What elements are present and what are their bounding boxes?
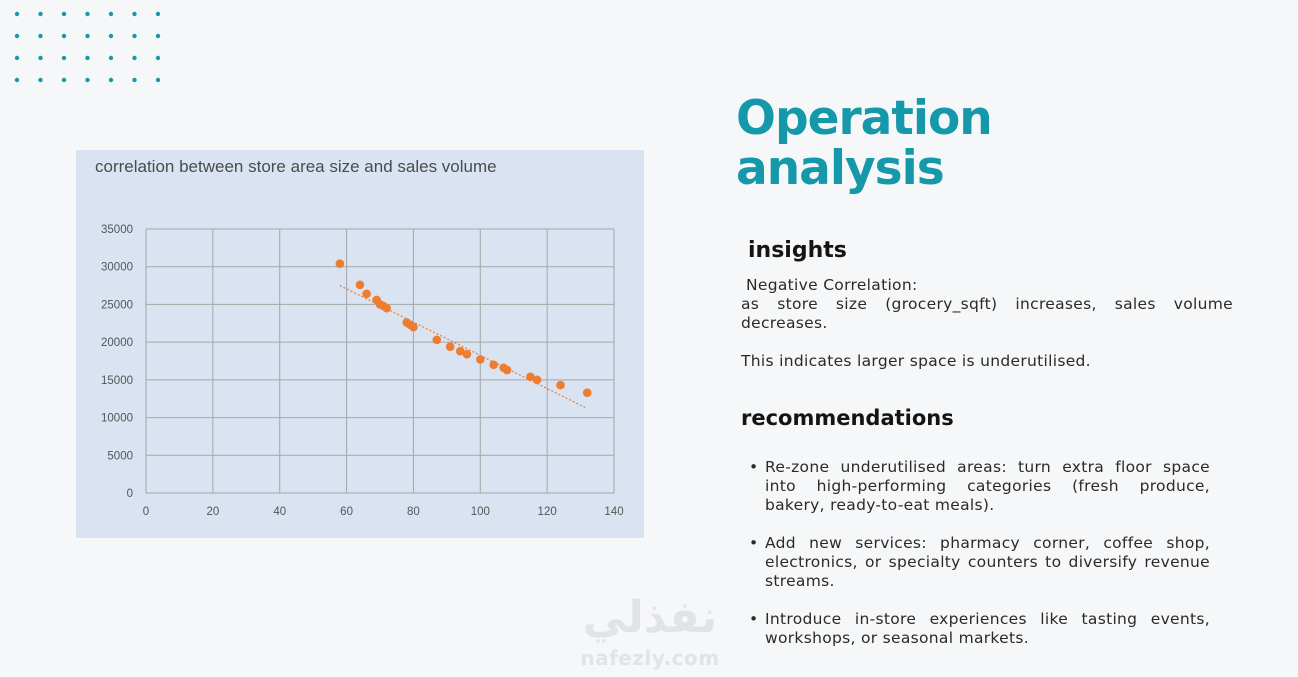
- chart-title: correlation between store area size and …: [95, 157, 497, 176]
- data-point: [502, 365, 512, 375]
- page-title: Operation analysis: [736, 91, 993, 196]
- decorative-dot: [61, 55, 67, 61]
- page-title-line-2: analysis: [736, 141, 945, 196]
- decorative-dot: [155, 33, 161, 39]
- data-point: [432, 335, 442, 345]
- data-point: [382, 303, 391, 313]
- y-tick-label: 15000: [101, 375, 133, 387]
- recommendation-item: • Add new services: pharmacy corner, coff…: [748, 534, 1210, 591]
- y-tick-label: 35000: [101, 224, 133, 236]
- data-point: [582, 388, 592, 397]
- decorative-dot: [85, 11, 90, 17]
- decorative-dot: [132, 33, 137, 39]
- decorative-dot: [85, 55, 90, 61]
- x-tick-label: 100: [471, 506, 490, 518]
- x-tick-label: 140: [604, 506, 623, 518]
- bullet-icon: •: [749, 610, 759, 628]
- watermark-arabic: نفذلي: [582, 592, 718, 643]
- y-tick-label: 25000: [101, 299, 133, 311]
- decorative-dot: [108, 33, 114, 39]
- data-point: [526, 372, 535, 382]
- insight-heading: Negative Correlation:: [746, 276, 918, 294]
- x-tick-label: 120: [538, 506, 557, 518]
- watermark-latin: nafezly.com: [580, 646, 720, 670]
- decorative-dot: [85, 77, 90, 83]
- decorative-dot: [38, 33, 43, 39]
- data-point: [362, 289, 371, 299]
- decorative-dot: [155, 77, 161, 83]
- recommendation-text: Add new services: pharmacy corner, coffe…: [765, 534, 1210, 590]
- data-point: [355, 280, 365, 290]
- decorative-dot: [61, 33, 67, 39]
- decorative-dot: [38, 77, 43, 83]
- data-point: [335, 259, 345, 268]
- decorative-dot: [155, 11, 161, 17]
- recommendations-title: recommendations: [741, 406, 954, 430]
- y-tick-label: 30000: [101, 262, 133, 274]
- decorative-dot: [108, 77, 114, 83]
- recommendation-text: Introduce in-store experiences like tast…: [765, 610, 1210, 647]
- y-tick-label: 20000: [101, 337, 133, 349]
- x-tick-label: 40: [273, 506, 286, 518]
- data-point: [445, 342, 455, 351]
- decorative-dot: [14, 11, 20, 17]
- recommendation-text: Re-zone underutilised areas: turn extra …: [765, 458, 1210, 514]
- bullet-icon: •: [749, 534, 759, 552]
- decorative-dot: [61, 11, 67, 17]
- decorative-dot: [61, 77, 67, 83]
- decorative-dot: [38, 55, 43, 61]
- x-tick-label: 0: [143, 506, 149, 518]
- y-tick-label: 0: [127, 488, 133, 500]
- decorative-dot: [14, 33, 20, 39]
- data-point: [409, 322, 418, 332]
- data-point: [489, 360, 498, 370]
- decorative-dot: [155, 55, 161, 61]
- recommendation-item: • Re-zone underutilised areas: turn extra…: [748, 458, 1210, 515]
- insight-body: as store size (grocery_sqft) increases, …: [741, 295, 1233, 332]
- recommendations-list: • Re-zone underutilised areas: turn extra…: [748, 458, 1210, 667]
- recommendation-item: • Introduce in-store experiences like tas…: [748, 610, 1210, 648]
- decorative-dot: [85, 33, 90, 39]
- data-point: [455, 346, 465, 356]
- x-tick-label: 60: [340, 506, 353, 518]
- y-tick-label: 5000: [107, 450, 133, 462]
- decorative-dot: [132, 77, 137, 83]
- data-point: [462, 349, 472, 359]
- data-point: [532, 375, 542, 385]
- chart-panel: correlation between store area size and …: [76, 150, 644, 538]
- insight-note: This indicates larger space is underutil…: [741, 352, 1091, 370]
- watermark-logo: نفذلي nafezly.com: [570, 590, 730, 676]
- decorative-dot: [132, 11, 137, 17]
- decorative-dot: [14, 55, 20, 61]
- decorative-dot: [132, 55, 137, 61]
- decorative-dot-grid: [14, 11, 161, 83]
- data-point: [556, 380, 565, 390]
- decorative-dot: [108, 11, 114, 17]
- insights-title: insights: [748, 238, 847, 263]
- scatter-chart: 0 5000 10000 15000 20000 25000 30000 35000 0 20 40…: [101, 224, 624, 518]
- x-tick-label: 80: [407, 506, 420, 518]
- bullet-icon: •: [749, 458, 759, 476]
- decorative-dot: [14, 77, 20, 83]
- data-point: [475, 355, 485, 364]
- page-title-line-1: Operation: [736, 91, 993, 146]
- decorative-dot: [38, 11, 43, 17]
- y-tick-label: 10000: [101, 413, 133, 425]
- decorative-dot: [108, 55, 114, 61]
- x-tick-label: 20: [206, 506, 219, 518]
